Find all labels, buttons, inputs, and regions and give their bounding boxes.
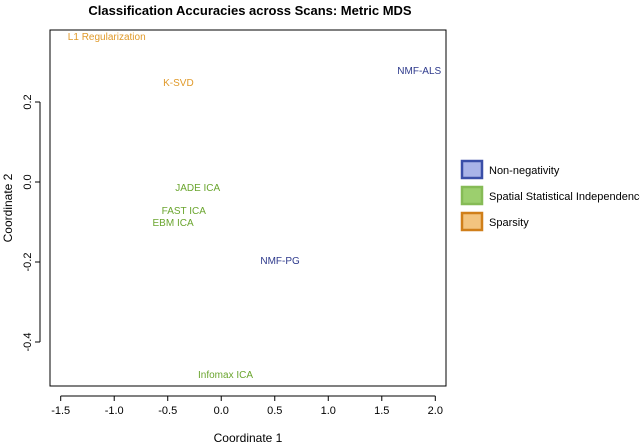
point-label: JADE ICA [175, 183, 220, 194]
y-tick-label: -0.4 [22, 333, 34, 352]
point-label: FAST ICA [162, 206, 207, 217]
legend-label: Spatial Statistical Independence [489, 191, 640, 203]
x-tick-label: -1.5 [51, 405, 70, 417]
chart-title: Classification Accuracies across Scans: … [88, 3, 412, 18]
y-tick-label: 0.2 [22, 94, 34, 109]
plot-area [49, 29, 447, 387]
point-label: EBM ICA [153, 218, 194, 229]
x-axis: -1.5 -1.0 -0.5 0.0 0.5 1.0 1.5 2.0 [51, 395, 443, 417]
legend: Non-negativity Spatial Statistical Indepe… [460, 159, 640, 232]
y-axis: -0.4 -0.2 0.0 0.2 [22, 94, 41, 352]
x-tick-label: 1.5 [374, 405, 389, 417]
x-tick-label: -1.0 [105, 405, 124, 417]
y-tick-label: 0.0 [22, 174, 34, 189]
point-label: Infomax ICA [198, 370, 253, 381]
x-tick-label: 1.0 [321, 405, 336, 417]
x-tick-label: 0.0 [214, 405, 229, 417]
point-label: NMF-PG [260, 256, 300, 267]
legend-label: Sparsity [489, 217, 529, 229]
x-tick-label: -0.5 [158, 405, 177, 417]
point-label: K-SVD [163, 78, 194, 89]
legend-label: Non-negativity [489, 165, 560, 177]
legend-swatch [460, 185, 484, 206]
point-label: NMF-ALS [397, 66, 441, 77]
legend-swatch [460, 159, 484, 180]
x-tick-label: 2.0 [428, 405, 443, 417]
x-tick-label: 0.5 [267, 405, 282, 417]
legend-swatch [460, 211, 484, 232]
x-axis-title: Coordinate 1 [214, 431, 283, 445]
point-label: L1 Regularization [68, 32, 146, 43]
y-axis-title: Coordinate 2 [1, 173, 15, 242]
y-tick-label: -0.2 [22, 253, 34, 272]
